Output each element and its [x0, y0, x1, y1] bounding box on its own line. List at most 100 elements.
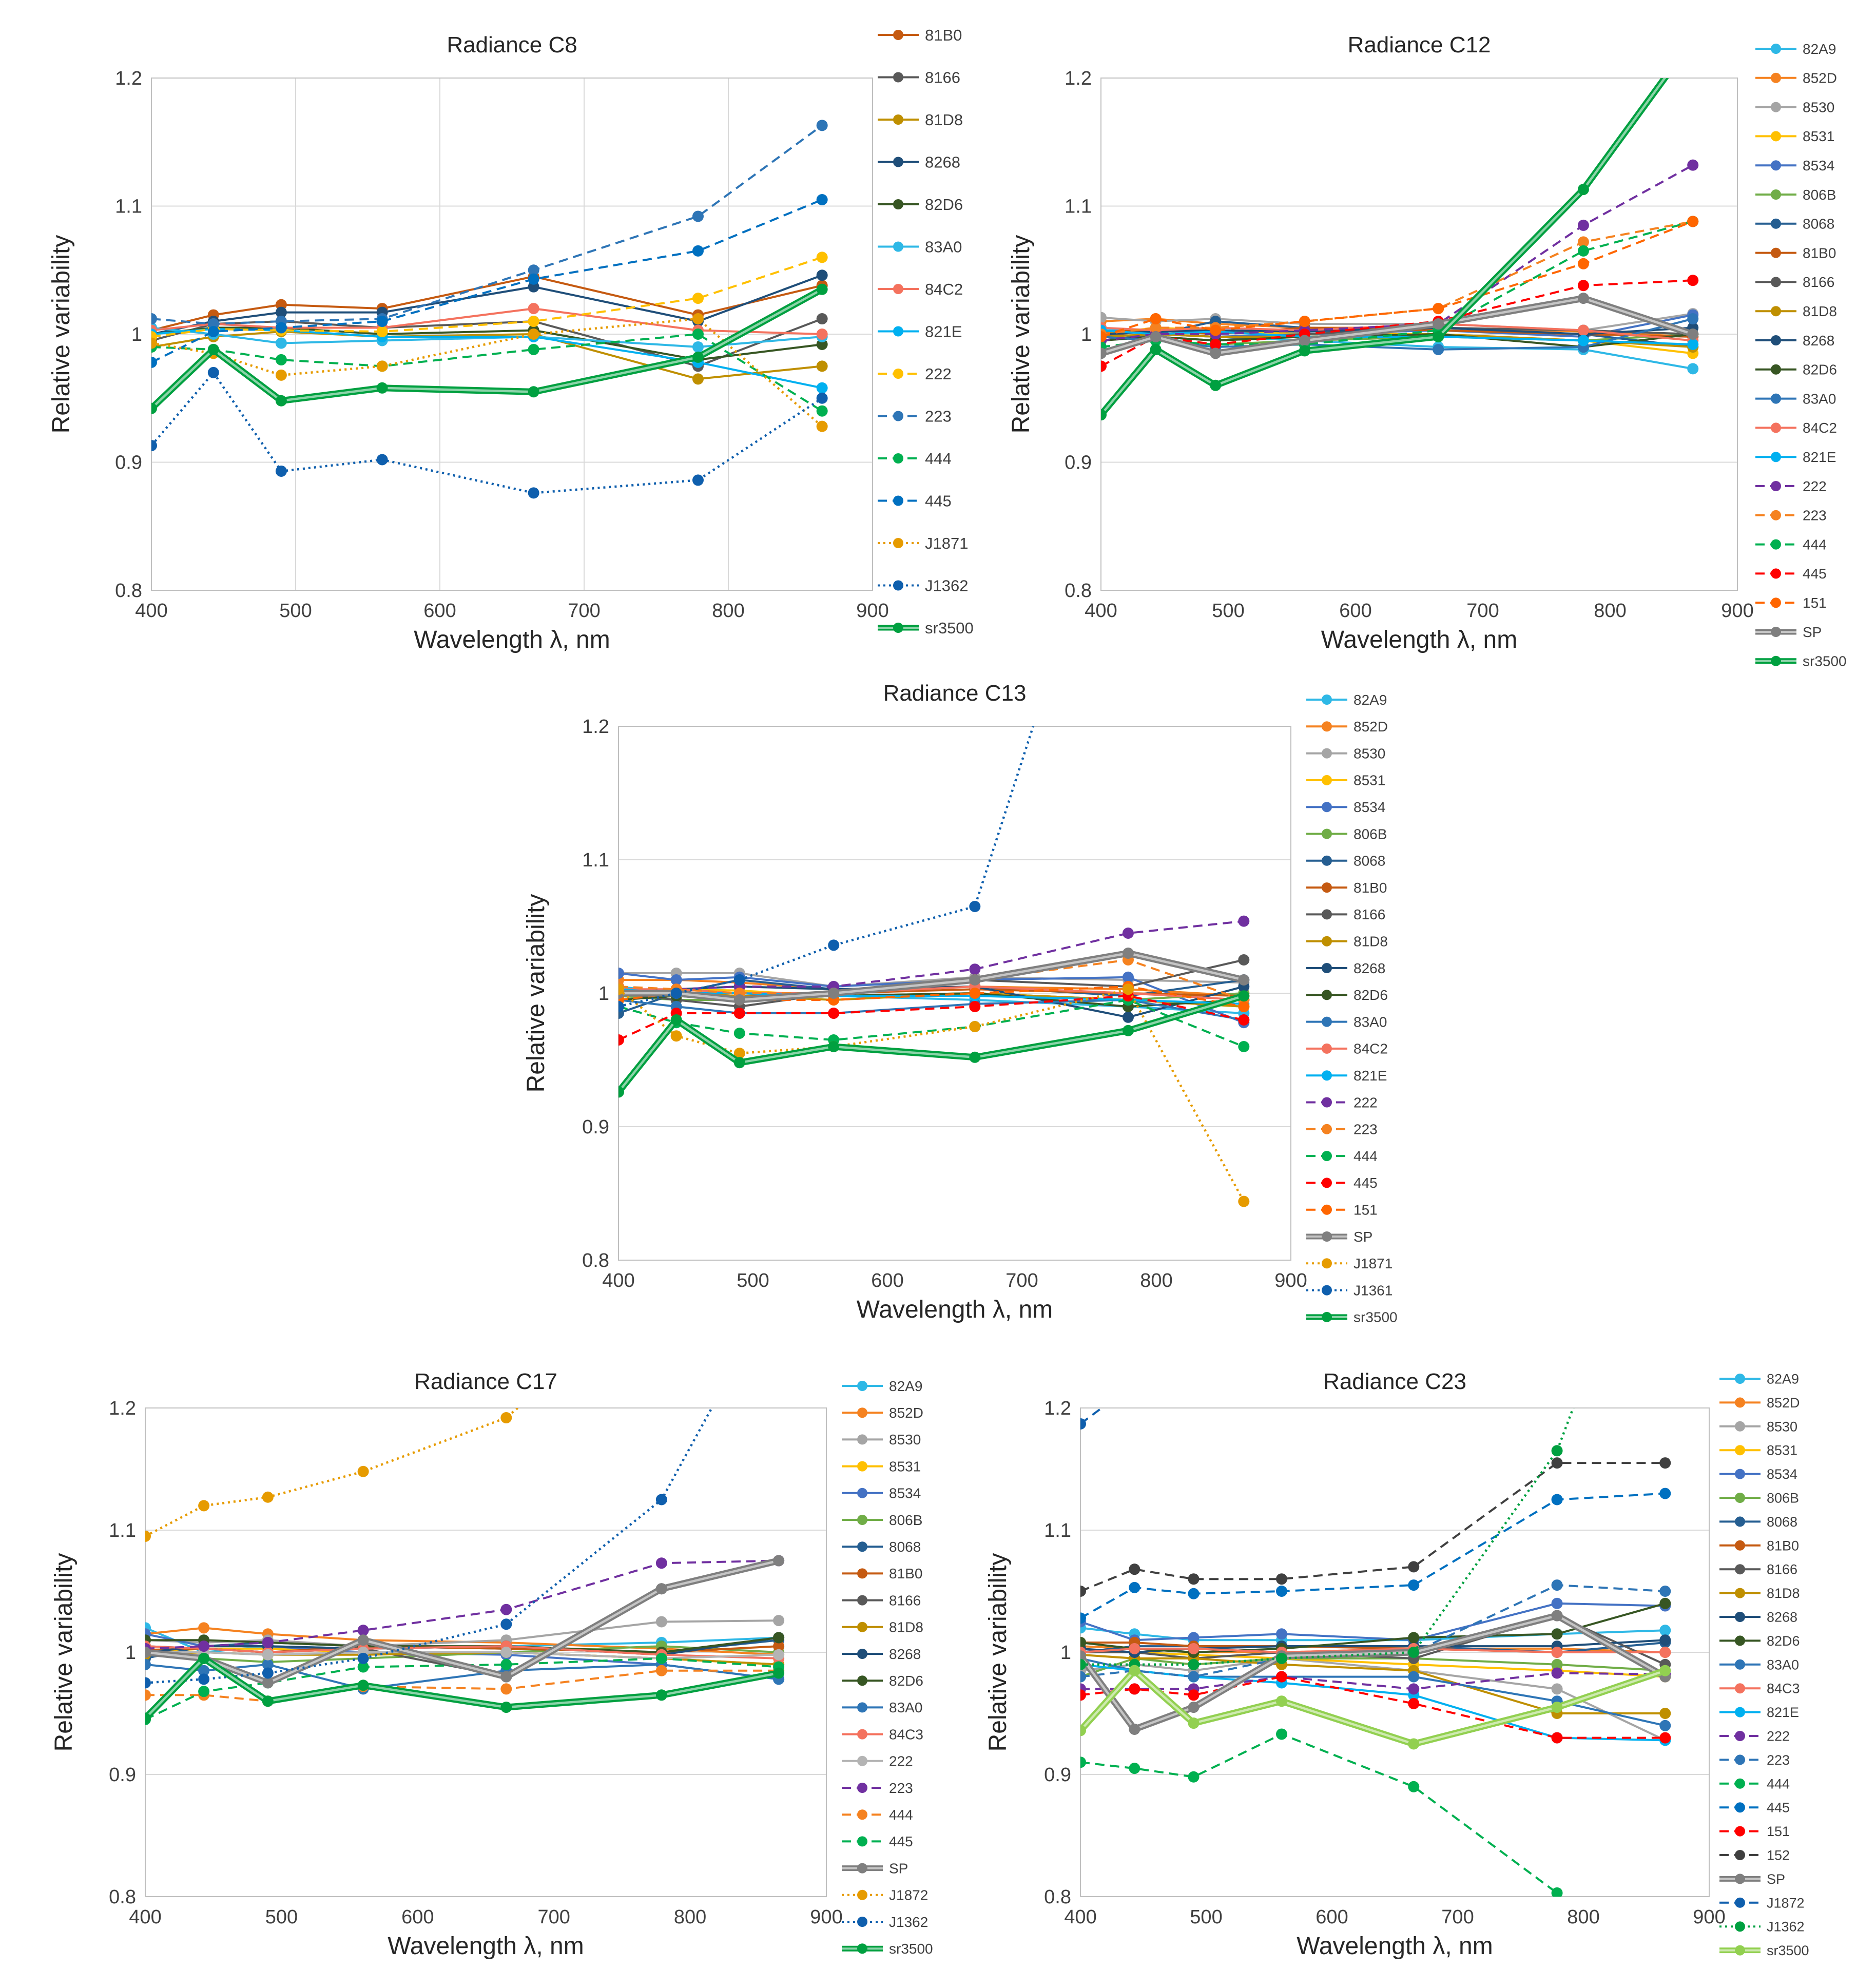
legend-label: 8068 — [1353, 853, 1385, 869]
legend-label: J1871 — [1353, 1256, 1393, 1271]
data-point — [528, 264, 539, 276]
legend-marker — [857, 1434, 867, 1445]
legend-item: 445 — [878, 492, 952, 510]
legend-item: J1871 — [878, 534, 968, 552]
legend-marker — [1322, 855, 1332, 866]
series-151 — [1080, 1671, 1671, 1744]
legend-item: 8166 — [1306, 906, 1385, 922]
x-tick-label: 700 — [1441, 1906, 1474, 1928]
y-tick-label: 1.2 — [109, 1398, 136, 1419]
legend-marker — [857, 1649, 867, 1659]
legend-label: 8530 — [1353, 745, 1385, 761]
legend-label: 8530 — [1767, 1419, 1797, 1434]
y-tick-label: 1 — [1081, 324, 1092, 345]
series-line — [1080, 1602, 1666, 1642]
legend-item: 821E — [1755, 449, 1836, 465]
x-tick-label: 900 — [810, 1906, 842, 1928]
data-point — [1122, 948, 1134, 959]
legend-item: 223 — [1755, 508, 1827, 524]
legend-label: 84C2 — [1353, 1041, 1388, 1057]
data-point — [816, 194, 828, 206]
data-point — [151, 337, 157, 349]
legend-marker — [1771, 160, 1781, 171]
series-J1872 — [145, 1408, 520, 1542]
data-point — [1551, 1658, 1563, 1670]
legend-marker — [1322, 775, 1332, 785]
data-point — [655, 1557, 667, 1569]
legend-marker — [857, 1943, 867, 1954]
data-point — [1687, 216, 1699, 227]
data-point — [1408, 1632, 1420, 1644]
data-point — [500, 1658, 512, 1670]
series-sr3500 — [1080, 1665, 1671, 1750]
legend: 82A9 852D 8530 8531 8534 806B 8068 81B0 8166 81D8… — [842, 1378, 933, 1957]
legend-item: 81D8 — [1755, 303, 1837, 319]
legend-marker — [1771, 655, 1781, 666]
legend-marker — [893, 326, 903, 337]
legend-marker — [893, 241, 903, 252]
data-point — [1659, 1708, 1671, 1719]
data-point — [670, 1014, 682, 1026]
legend-marker — [1735, 1540, 1745, 1551]
data-point — [773, 1632, 785, 1644]
data-point — [670, 974, 682, 986]
data-point — [1687, 363, 1699, 375]
legend-marker — [1735, 1588, 1745, 1598]
legend-label: 83A0 — [889, 1700, 922, 1715]
data-point — [816, 420, 828, 432]
legend-label: 81D8 — [889, 1619, 923, 1635]
legend-item: 8531 — [1306, 773, 1385, 788]
legend-label: 81B0 — [925, 26, 962, 44]
data-point — [1408, 1579, 1420, 1591]
data-point — [773, 1640, 785, 1652]
legend-item: 222 — [878, 365, 952, 383]
data-point — [1188, 1588, 1200, 1599]
legend-marker — [857, 1702, 867, 1713]
data-point — [1238, 1195, 1250, 1207]
data-point — [1577, 280, 1589, 292]
data-point — [1577, 184, 1589, 196]
series-sr3500 — [618, 990, 1250, 1098]
legend-item: 806B — [1719, 1490, 1799, 1506]
legend-item: 8166 — [842, 1592, 921, 1608]
data-point — [1150, 322, 1162, 334]
data-point — [1659, 1720, 1671, 1731]
legend-marker — [1771, 247, 1781, 258]
data-point — [969, 963, 981, 975]
legend-marker — [893, 199, 903, 209]
data-point — [1276, 1628, 1287, 1640]
data-point — [1659, 1647, 1671, 1658]
data-point — [1080, 1689, 1086, 1701]
legend-marker — [857, 1917, 867, 1927]
data-point — [1238, 1001, 1250, 1012]
legend-item: 8068 — [842, 1539, 921, 1555]
legend-label: 8268 — [1767, 1609, 1797, 1625]
legend-item: 82A9 — [1719, 1371, 1799, 1386]
legend-marker — [1322, 1097, 1332, 1108]
data-point — [1150, 343, 1162, 355]
legend-item: 223 — [1306, 1122, 1378, 1137]
y-axis-label: Relative variability — [48, 235, 75, 434]
legend-label: 82A9 — [1767, 1371, 1799, 1386]
x-tick-label: 800 — [674, 1906, 706, 1928]
y-axis-label: Relative variability — [984, 1553, 1012, 1752]
data-point — [145, 1647, 151, 1658]
data-point — [1276, 1728, 1287, 1740]
legend-label: 82A9 — [1803, 41, 1836, 57]
plot-series — [151, 120, 828, 499]
legend-label: 8531 — [1803, 128, 1834, 144]
data-point — [1551, 1667, 1563, 1679]
legend-marker — [857, 1755, 867, 1766]
legend-label: 81B0 — [889, 1566, 922, 1581]
legend-marker — [1771, 189, 1781, 200]
legend-marker — [1771, 452, 1781, 462]
data-point — [969, 974, 981, 986]
data-point — [1408, 1671, 1420, 1683]
x-tick-label: 800 — [1594, 600, 1626, 622]
data-point — [1080, 1757, 1086, 1768]
data-point — [1080, 1725, 1086, 1736]
legend-item: 8068 — [1755, 216, 1834, 232]
data-point — [692, 210, 704, 222]
legend-label: 222 — [1767, 1728, 1790, 1744]
data-point — [145, 1712, 151, 1724]
